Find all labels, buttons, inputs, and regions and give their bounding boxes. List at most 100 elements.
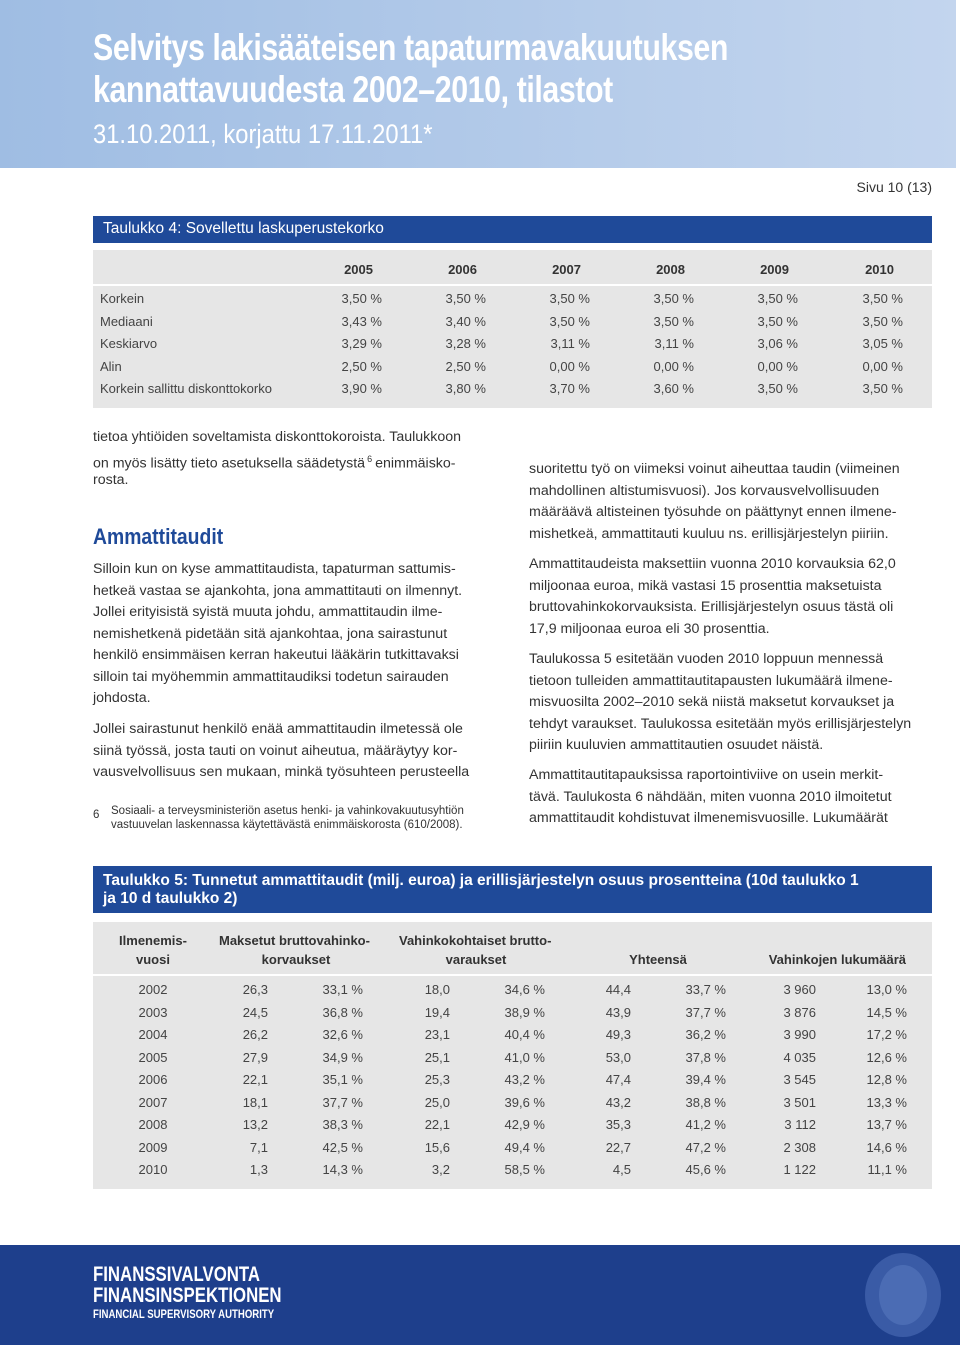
cell: 12,8 % [866, 1072, 907, 1087]
cell: 0,00 % [757, 358, 798, 374]
cell: 13,0 % [866, 982, 907, 997]
column-header: 2006 [448, 262, 477, 277]
cell: 14,5 % [866, 1004, 907, 1020]
cell: 34,9 % [322, 1049, 363, 1065]
text: on myös lisätty tieto asetuksella säädet… [93, 455, 366, 472]
text-line: misvuosilta 2002–2010 sekä niistä makset… [529, 694, 895, 710]
footnote-line: vastuuvelan laskennassa käytettävästä en… [111, 819, 463, 831]
column-header: korvaukset [261, 952, 331, 967]
text-line: henkilö ensimmäisen kerran hakeutui lääk… [93, 647, 459, 663]
text-line: johdosta. [93, 690, 151, 706]
cell: 3,50 % [653, 291, 694, 306]
cell: 2,50 % [445, 358, 486, 374]
text-line: bruttovahinkokorvauksista. Erillisjärjes… [529, 599, 894, 615]
footer-band [0, 1245, 960, 1345]
cell: 26,3 [242, 982, 268, 997]
column-header: 2008 [656, 262, 685, 277]
cell: 3,50 % [549, 313, 590, 329]
cell: 4,5 [612, 1162, 631, 1177]
row-label: 2010 [138, 1162, 168, 1177]
table-title: ja 10 d taulukko 2) [103, 890, 238, 907]
title-line: kannattavuudesta 2002–2010, tilastot [93, 69, 613, 110]
cell: 1,3 [249, 1162, 268, 1177]
cell: 26,2 [242, 1027, 268, 1042]
cell: 39,6 % [504, 1094, 545, 1110]
text-line: ammattitaudit kohdistuvat ilmenemisvuosi… [529, 810, 888, 826]
page-number: Sivu 10 (13) [856, 179, 932, 195]
table5-separator [93, 974, 932, 976]
cell: 32,6 % [322, 1027, 363, 1042]
cell: 3 545 [783, 1072, 816, 1087]
cell: 3,80 % [445, 381, 486, 396]
cell: 22,7 [605, 1139, 631, 1155]
cell: 3,50 % [757, 381, 798, 396]
cell: 11,1 % [867, 1162, 907, 1177]
cell: 3,50 % [653, 313, 694, 329]
cell: 44,4 [605, 982, 631, 997]
logo-line: FINANSSIVALVONTA [93, 1263, 261, 1286]
cell: 38,8 % [685, 1094, 726, 1110]
cell: 37,7 % [322, 1094, 363, 1110]
column-header: Maksetut bruttovahinko- [219, 933, 370, 948]
cell: 43,2 [605, 1094, 631, 1110]
cell: 13,2 [242, 1117, 268, 1132]
cell: 3,50 % [862, 291, 903, 306]
cell: 3,11 % [654, 336, 694, 351]
cell: 3,11 % [550, 336, 590, 351]
cell: 25,0 [424, 1094, 450, 1110]
footnote-number: 6 [93, 809, 100, 821]
cell: 3,05 % [862, 336, 903, 351]
text-line: tävä. Taulukosta 6 nähdään, miten vuonna… [529, 788, 892, 805]
text-line: mahdollinen altistumisvuosi). Jos korvau… [529, 482, 880, 499]
row-label: Keskiarvo [100, 336, 158, 351]
cell: 41,0 % [504, 1049, 545, 1065]
cell: 3,06 % [757, 336, 798, 351]
text-line: tietoon tulleiden ammattitautitapausten … [529, 672, 893, 689]
text-line: miljoonaa euroa, mikä vastasi 15 prosent… [529, 577, 882, 594]
cell: 49,4 % [504, 1139, 545, 1155]
cell: 12,6 % [866, 1049, 907, 1065]
text-line: määräävä altisteinen työsuhde on päättyn… [529, 504, 897, 520]
table-title: Taulukko 4: Sovellettu laskuperustekorko [103, 220, 384, 237]
text-line: mishetkeä, ammattitauti kuuluu ns. erill… [529, 525, 889, 542]
column-header: 2007 [552, 262, 581, 277]
row-label: Korkein [100, 291, 145, 306]
table4-separator [93, 284, 932, 286]
footnote-line: Sosiaali- a terveysministeriön asetus he… [111, 805, 464, 817]
text-line: suoritettu työ on viimeksi voinut aiheut… [529, 461, 900, 477]
row-label: Alin [100, 358, 122, 374]
cell: 43,2 % [504, 1072, 545, 1087]
text-line: silloin tai myöhemmin ammattitaudiksi to… [93, 668, 449, 685]
row-label: 2006 [138, 1072, 168, 1087]
text-line: Jollei erityisistä syistä muuta johdu, a… [93, 604, 443, 620]
cell: 0,00 % [862, 358, 903, 374]
header-band [0, 0, 956, 168]
cell: 24,5 [242, 1004, 268, 1020]
cell: 13,7 % [866, 1117, 907, 1132]
column-header: 2010 [865, 262, 894, 277]
table-title: Taulukko 5: Tunnetut ammattitaudit (milj… [103, 872, 859, 889]
cell: 19,4 [424, 1004, 450, 1020]
table5-box [93, 922, 932, 1189]
cell: 4 035 [783, 1049, 816, 1065]
text-line: tietoa yhtiöiden soveltamista diskonttok… [93, 429, 462, 445]
cell: 3,70 % [549, 381, 590, 396]
cell: 45,6 % [685, 1162, 726, 1177]
cell: 23,1 [424, 1027, 450, 1042]
row-label: Mediaani [100, 313, 153, 329]
row-label: 2005 [138, 1049, 168, 1065]
cell: 1 122 [783, 1162, 816, 1177]
cell: 27,9 [242, 1049, 268, 1065]
text-line: Ammattitaudeista maksettiin vuonna 2010 … [529, 556, 896, 572]
cell: 34,6 % [504, 982, 545, 997]
text-line: Taulukossa 5 esitetään vuoden 2010 loppu… [529, 651, 884, 667]
text-line: vausvelvollisuus sen mukaan, minkä työsu… [93, 764, 470, 780]
cell: 35,3 [605, 1117, 631, 1132]
cell: 3,40 % [445, 313, 486, 329]
cell: 41,2 % [685, 1117, 726, 1132]
cell: 25,1 [424, 1049, 450, 1065]
cell: 3,50 % [862, 381, 903, 396]
cell: 3 960 [783, 982, 816, 997]
title-line: Selvitys lakisääteisen tapaturmavakuutuk… [93, 27, 729, 68]
cell: 13,3 % [866, 1094, 907, 1110]
